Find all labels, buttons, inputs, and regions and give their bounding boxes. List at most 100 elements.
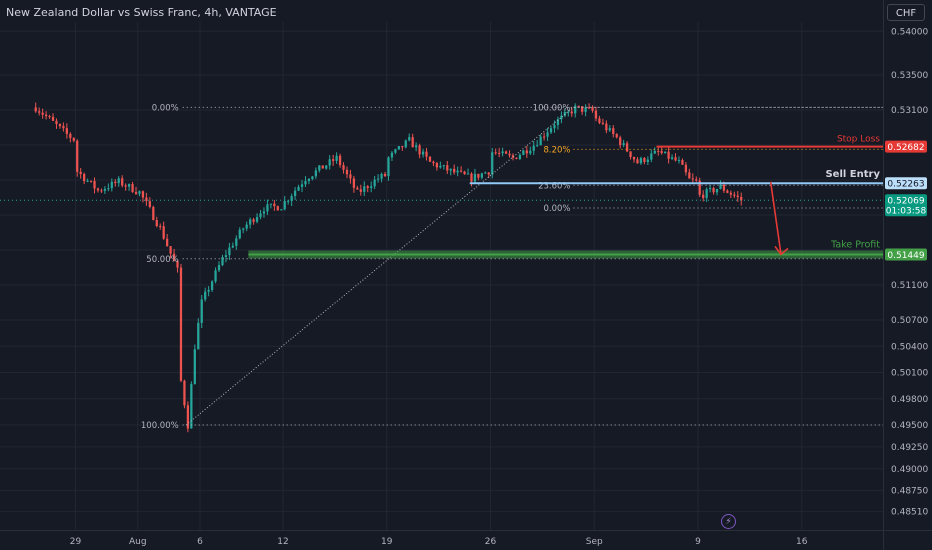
candle-body	[114, 181, 117, 184]
candle-body	[511, 155, 515, 158]
y-tick-label: 0.49250	[891, 443, 928, 453]
candle-body	[197, 322, 200, 350]
candle-body	[401, 146, 404, 148]
candle-body	[584, 107, 587, 112]
candle-body	[159, 226, 162, 228]
candle-body	[179, 267, 183, 381]
candle-body	[442, 165, 445, 167]
candle-body	[152, 206, 155, 221]
candle-body	[86, 180, 89, 182]
candle-body	[574, 105, 577, 114]
candle-body	[214, 270, 217, 282]
candles-group	[34, 102, 743, 433]
candle-body	[473, 173, 477, 182]
candle-body	[311, 176, 314, 179]
candle-body	[72, 137, 75, 141]
candle-body	[314, 170, 317, 177]
candle-body	[93, 180, 96, 189]
sell-entry-badge-price: 0.52263	[887, 180, 924, 190]
candle-body	[262, 211, 266, 214]
candle-body	[415, 145, 418, 148]
candle-body	[51, 116, 55, 121]
candle-body	[249, 219, 252, 225]
candle-body	[411, 137, 414, 148]
candle-body	[65, 128, 68, 134]
candle-body	[677, 160, 681, 162]
candle-body	[110, 181, 113, 189]
candle-body	[449, 168, 452, 171]
candle-body	[432, 161, 435, 164]
candle-body	[556, 119, 560, 126]
candle-body	[684, 164, 688, 173]
sell-entry-badge-bg	[885, 177, 927, 190]
stop-loss-badge-bg	[885, 140, 927, 153]
x-tick-label: 19	[381, 537, 393, 547]
candle-body	[719, 184, 722, 189]
candle-body	[702, 194, 705, 199]
candle-body	[705, 189, 708, 199]
chart-title: New Zealand Dollar vs Swiss Franc, 4h, V…	[6, 6, 277, 19]
candle-body	[740, 196, 743, 201]
candle-body	[625, 143, 629, 152]
candle-body	[657, 150, 660, 152]
candle-body	[622, 143, 625, 146]
candle-body	[546, 132, 549, 137]
candle-body	[587, 107, 591, 109]
y-tick-label: 0.54000	[891, 27, 928, 37]
candle-body	[224, 255, 228, 257]
candle-body	[359, 189, 362, 192]
projection-arrow-shaft	[769, 181, 782, 255]
projection-arrow-head	[774, 245, 789, 256]
candle-body	[508, 153, 511, 156]
candle-body	[269, 203, 273, 205]
candle-body	[570, 111, 573, 114]
candle-body	[615, 134, 618, 138]
current-price-badge-bg	[885, 194, 927, 217]
candle-body	[660, 151, 663, 154]
candle-body	[345, 169, 349, 175]
candle-body	[459, 170, 463, 172]
candle-body	[470, 173, 473, 182]
candle-body	[542, 136, 546, 138]
candle-body	[287, 200, 290, 202]
candle-body	[653, 150, 656, 154]
candle-body	[650, 153, 653, 160]
trend-line	[185, 106, 574, 426]
lightning-icon[interactable]: ⚡	[721, 514, 736, 529]
candle-body	[48, 116, 51, 118]
candle-body	[439, 165, 442, 168]
candle-body	[670, 157, 674, 159]
y-tick-label: 0.49800	[891, 395, 928, 405]
candle-body	[293, 190, 297, 197]
candle-body	[141, 191, 145, 198]
sell-entry-label: Sell Entry	[825, 169, 880, 180]
x-tick-label: Aug	[129, 537, 147, 547]
candle-body	[207, 289, 210, 292]
candle-body	[695, 179, 698, 181]
candle-body	[726, 190, 729, 193]
y-tick-label: 0.51100	[891, 281, 928, 291]
candle-body	[525, 150, 528, 154]
candle-body	[58, 124, 62, 127]
candle-body	[591, 107, 594, 111]
x-tick-label: 9	[695, 537, 701, 547]
candle-body	[560, 115, 563, 120]
current-price-badge-countdown: 01:03:58	[886, 207, 927, 217]
y-tick-label: 0.50700	[891, 316, 928, 326]
candle-body	[715, 188, 719, 193]
candle-body	[283, 201, 286, 210]
candle-body	[356, 187, 359, 190]
candle-body	[708, 187, 712, 190]
candle-body	[273, 203, 276, 207]
candle-body	[404, 140, 407, 148]
candle-body	[390, 152, 394, 158]
candle-body	[300, 184, 304, 187]
candle-body	[612, 128, 615, 135]
candle-body	[228, 247, 231, 256]
candle-body	[397, 146, 400, 150]
candle-body	[363, 186, 366, 192]
currency-button[interactable]: CHF	[887, 4, 925, 21]
candle-body	[231, 245, 234, 248]
